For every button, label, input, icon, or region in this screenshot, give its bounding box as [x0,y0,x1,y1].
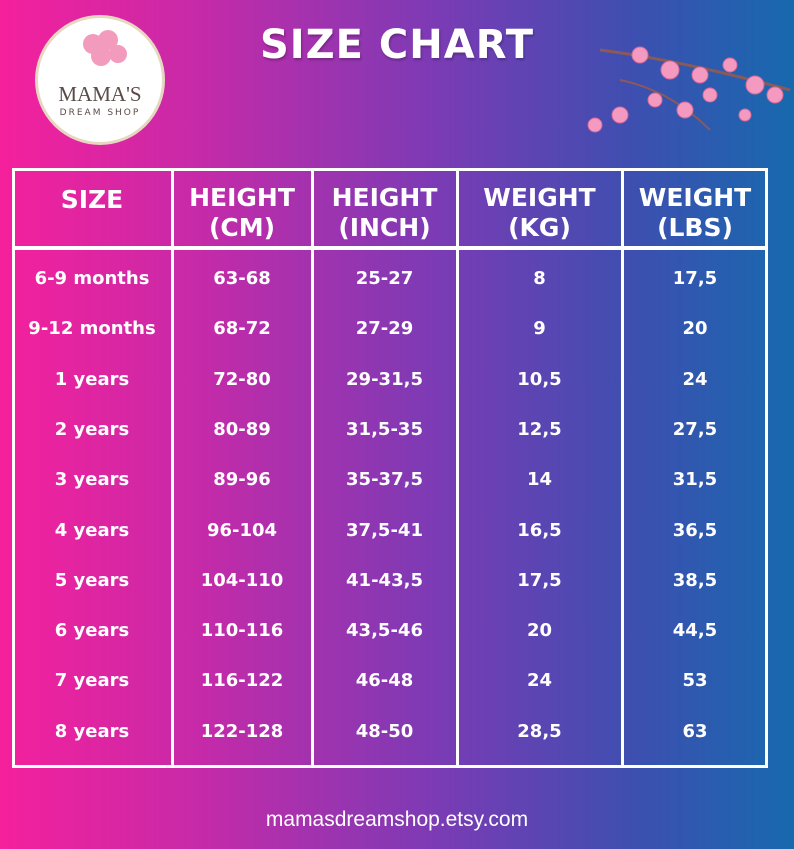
table-cell: 44,5 [672,620,718,642]
table-cell: 24 [526,670,553,692]
table-cell: 68-72 [213,318,271,340]
header-text: (INCH) [338,213,431,242]
header-text: WEIGHT [483,183,596,212]
header-cell: HEIGHT (CM) [172,183,312,243]
table-cell: 14 [526,469,553,491]
table-cell: 110-116 [200,620,284,642]
table-cell: 17,5 [517,569,562,591]
table-cell: 17,5 [672,268,718,289]
table-cell: 8 [533,268,546,289]
logo-subtitle: DREAM SHOP [59,108,141,118]
header-text: WEIGHT [638,183,752,212]
table-cell: 6-9 months [34,268,150,289]
header-divider [12,246,768,250]
table-cell: 9 [533,318,546,340]
header-text: (LBS) [657,213,733,242]
header-text: (CM) [208,213,276,242]
column-divider [621,168,624,768]
table-cell: 122-128 [200,720,284,742]
balloons [83,30,127,66]
table-cell: 72-80 [213,368,271,390]
table-cell: 48-50 [355,720,414,742]
header-cell: HEIGHT (INCH) [312,183,457,243]
title: SIZE CHART [259,22,535,68]
table-cell: 35-37,5 [346,469,423,491]
table-cell: 63-68 [213,268,271,289]
table-cell: 20 [526,620,553,642]
table-cell: 46-48 [355,670,414,692]
table-cell: 8 years [54,720,130,742]
header-text: HEIGHT [189,183,295,212]
table-cell: 1 years [54,368,130,390]
table-cell: 31,5 [672,469,718,491]
column-divider [311,168,314,768]
table-cell: 10,5 [517,368,562,390]
logo-name: MAMA'S [58,82,142,106]
table-cell: 9-12 months [28,318,156,340]
table-cell: 3 years [54,469,130,491]
table-cell: 63 [682,720,708,742]
footer: mamasdreamshop.etsy.com [265,808,529,831]
table-cell: 4 years [54,519,130,541]
table-cell: 27-29 [355,318,414,340]
column-divider [456,168,459,768]
table-cell: 2 years [54,418,130,440]
column-divider [171,168,174,768]
blossom-decoration [587,46,791,133]
table-cell: 36,5 [672,519,718,541]
header-text: SIZE [60,185,124,214]
table-cell: 25-27 [355,268,414,289]
header-text: (KG) [508,213,571,242]
table-cell: 12,5 [517,418,562,440]
table-cell: 37,5-41 [346,519,423,541]
table-cell: 96-104 [206,519,278,541]
table-cell: 6 years [54,620,130,642]
table-cell: 24 [682,368,708,390]
table-cell: 80-89 [213,418,271,440]
table-cell: 29-31,5 [346,368,423,390]
table-cell: 43,5-46 [346,620,423,642]
header-cell: SIZE [12,185,172,215]
header-text: HEIGHT [331,183,438,212]
table-cell: 53 [682,670,708,692]
table-cell: 27,5 [672,418,718,440]
table-border [12,168,768,768]
table-cell: 28,5 [517,720,562,742]
table-cell: 31,5-35 [346,418,423,440]
table-cell: 20 [682,318,708,340]
logo: MAMA'S DREAM SHOP [35,15,165,145]
table-cell: 38,5 [672,569,718,591]
table-cell: 41-43,5 [346,569,423,591]
header-cell: WEIGHT (KG) [457,183,622,243]
header-cell: WEIGHT (LBS) [622,183,768,243]
table-cell: 5 years [54,569,130,591]
table-cell: 7 years [54,670,130,692]
table-cell: 16,5 [517,519,562,541]
table-cell: 104-110 [200,569,284,591]
table-cell: 116-122 [200,670,284,692]
table-cell: 89-96 [213,469,271,491]
